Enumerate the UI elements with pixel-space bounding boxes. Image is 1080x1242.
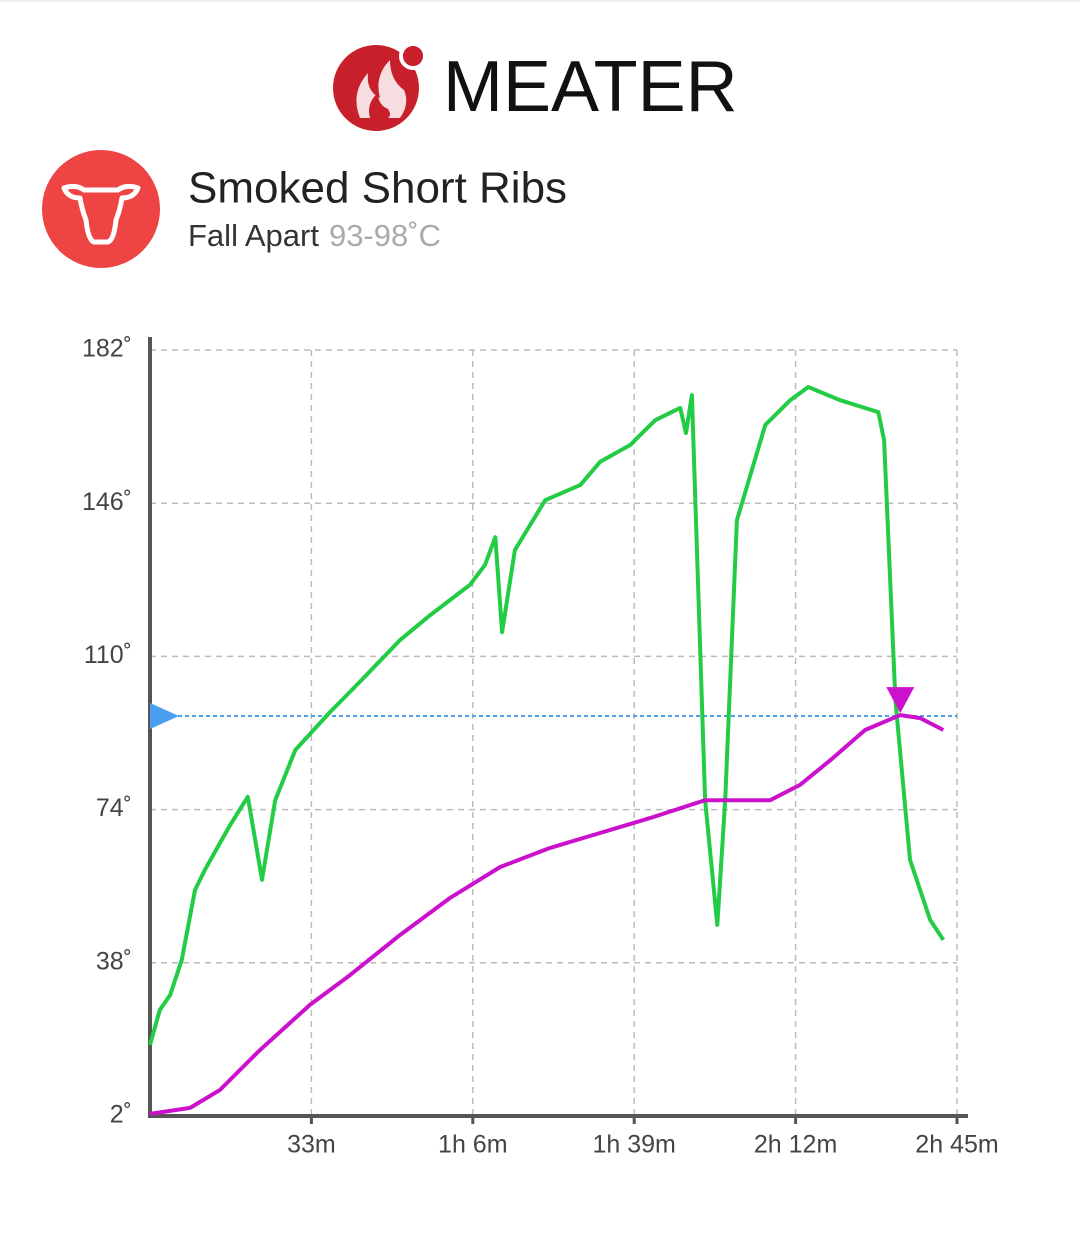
plot: 2˚ 38˚ 74˚ 110˚ 146˚ 182˚ 33m 1h 6m 1h 39m 2h 12m… [82,335,999,1159]
cow-icon [42,150,160,268]
y-tick-label: 182˚ [82,335,132,363]
brand: MEATER [443,47,738,127]
subtitle: Fall Apart [188,218,319,253]
x-tick-label: 1h 6m [438,1131,507,1159]
x-tick-label: 2h 45m [915,1131,998,1159]
x-tick-label: 1h 39m [593,1131,676,1159]
subtitle-line: Fall Apart 93-98˚C [188,218,441,253]
y-tick-label: 74˚ [96,794,132,822]
series-line [148,385,945,1046]
x-tick-label: 2h 12m [754,1131,837,1159]
y-tick-label: 2˚ [110,1101,132,1129]
peak-marker [886,687,915,714]
meater-logo [333,42,427,131]
target-range: 93-98˚C [329,218,441,253]
y-tick-label: 146˚ [82,488,132,516]
title: Smoked Short Ribs [188,164,567,213]
x-tick-label: 33m [287,1131,336,1159]
series-line [149,713,945,1116]
y-tick-label: 38˚ [96,947,132,975]
target-marker [150,702,179,729]
y-tick-label: 110˚ [84,641,132,669]
